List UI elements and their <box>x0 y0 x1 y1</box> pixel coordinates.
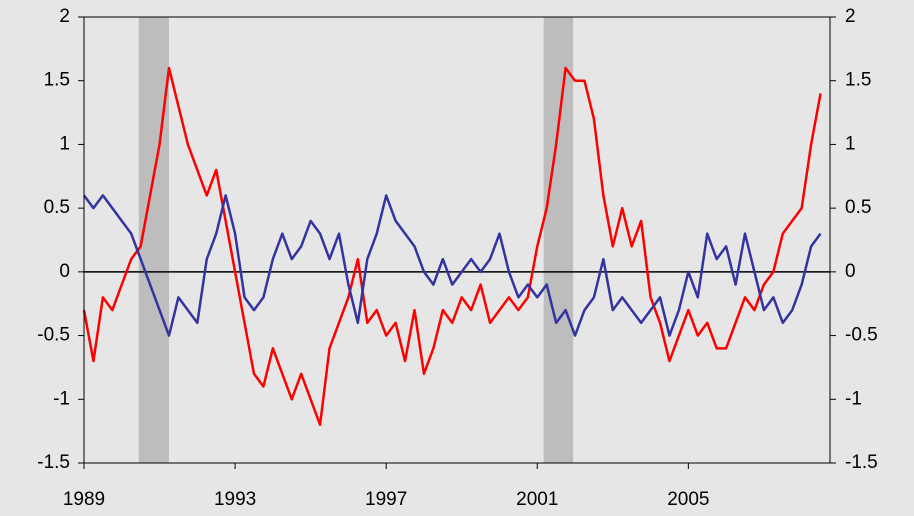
y2-tick-label: -0.5 <box>845 325 878 346</box>
x-tick-label: 1993 <box>214 489 256 510</box>
y2-tick-label: -1 <box>845 388 862 409</box>
y-tick-label: 1.5 <box>44 70 70 91</box>
series-line <box>82 66 822 427</box>
y-tick-label: 0.5 <box>44 197 70 218</box>
x-tick-label: 1989 <box>63 489 105 510</box>
y2-tick-label: 1.5 <box>845 70 871 91</box>
plot-frame <box>83 16 831 464</box>
recession-band <box>138 17 169 463</box>
y-tick-label: 2 <box>59 6 70 27</box>
x-tick-label: 1997 <box>365 489 407 510</box>
y2-tick-label: 0.5 <box>845 197 871 218</box>
y2-tick-label: -1.5 <box>845 452 878 473</box>
y2-tick-label: 2 <box>845 6 856 27</box>
x-tick-label: 2005 <box>667 489 709 510</box>
y-tick-label: -0.5 <box>37 325 70 346</box>
y-tick-label: -1 <box>53 388 70 409</box>
series-line <box>82 194 822 337</box>
recession-band <box>543 17 574 463</box>
y-tick-label: -1.5 <box>37 452 70 473</box>
y2-tick-label: 0 <box>845 261 856 282</box>
x-tick-label: 2001 <box>516 489 558 510</box>
y-tick-label: 1 <box>59 133 70 154</box>
y-tick-label: 0 <box>59 261 70 282</box>
y2-tick-label: 1 <box>845 133 856 154</box>
